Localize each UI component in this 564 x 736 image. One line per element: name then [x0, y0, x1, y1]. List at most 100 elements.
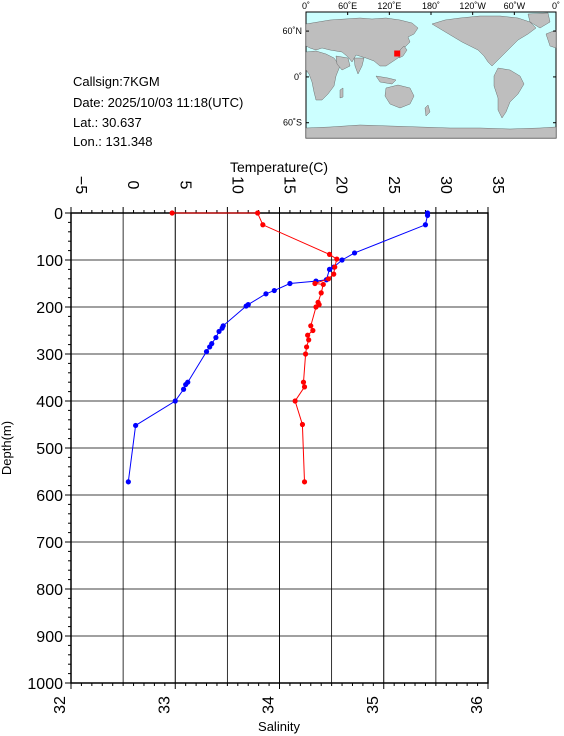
salinity-data-point — [260, 222, 266, 228]
temperature-data-point — [424, 212, 431, 218]
depth-tick-label: 700 — [36, 535, 63, 552]
salinity-data-point — [334, 256, 340, 262]
salinity-tick-label: 36 — [469, 696, 486, 714]
map-latitude-labels: 60˚N 0˚ 60˚S — [282, 26, 302, 128]
temperature-data-point — [243, 303, 249, 309]
salinity-axis-label: Salinity — [258, 719, 300, 734]
temperature-tick-label: 10 — [228, 176, 245, 194]
temperature-data-point — [219, 325, 225, 331]
temperature-tick-label: 20 — [333, 176, 350, 194]
temperature-data-point — [326, 266, 333, 272]
map-longitude-label: 60˚W — [504, 1, 526, 11]
salinity-data-point — [306, 337, 312, 343]
salinity-tick-label: 35 — [365, 696, 382, 714]
salinity-data-point — [299, 421, 306, 428]
station-marker — [394, 50, 401, 57]
map-latitude-label: 60˚N — [282, 26, 302, 36]
land-japan — [398, 45, 408, 59]
depth-tick-labels: 0 100 200 300 400 500 600 700 800 900 1000 — [27, 206, 63, 693]
temperature-data-point — [351, 250, 358, 256]
map-longitude-label: 0˚ — [552, 1, 560, 11]
land-arabia — [335, 55, 351, 71]
map-longitude-label: 120˚E — [377, 1, 401, 11]
depth-tick-label: 500 — [36, 441, 63, 458]
salinity-data-point — [301, 384, 308, 390]
land-australia — [384, 84, 415, 109]
depth-tick-label: 300 — [36, 347, 63, 364]
land-india — [353, 57, 365, 75]
latitude-text: Lat.: 30.637 — [73, 115, 142, 130]
salinity-profile-line — [172, 212, 338, 482]
callsign-text: Callsign:7KGM — [73, 74, 160, 89]
salinity-data-point — [318, 290, 324, 296]
temperature-profile-line — [127, 213, 428, 482]
salinity-tick-label: 34 — [261, 696, 278, 714]
longitude-text: Lon.: 131.348 — [73, 134, 153, 149]
salinity-data-point — [326, 251, 333, 257]
temperature-tick-label: 25 — [385, 176, 402, 194]
world-map: 0˚ 60˚E 120˚E 180˚ 120˚W 60˚W 0˚ 60˚N 0˚ 60˚S — [282, 1, 560, 139]
salinity-data-point — [308, 323, 314, 329]
salinity-data-point — [312, 280, 318, 287]
temperature-data-point — [271, 287, 277, 294]
depth-tick-label: 800 — [36, 582, 63, 599]
land-antarctica — [305, 124, 557, 139]
temperature-tick-label: 15 — [281, 176, 298, 194]
salinity-tick-label: 32 — [52, 696, 69, 714]
land-greenland — [527, 12, 551, 29]
profile-chart: −5 0 5 10 15 20 25 30 35 32 33 34 35 36 0 100 200 300 40… — [0, 159, 506, 734]
depth-tick-label: 200 — [36, 300, 63, 317]
map-longitude-label: 120˚W — [459, 1, 486, 11]
map-longitude-label: 60˚E — [338, 1, 357, 11]
temperature-data-point — [183, 381, 189, 388]
temperature-data-point — [133, 422, 139, 429]
depth-axis-label: Depth(m) — [0, 421, 14, 475]
temperature-axis-label: Temperature(C) — [230, 159, 328, 175]
temperature-tick-label: 0 — [124, 181, 141, 190]
salinity-tick-labels: 32 33 34 35 36 — [52, 696, 486, 714]
land-indonesia — [375, 75, 397, 85]
map-latitude-label: 0˚ — [294, 72, 302, 82]
salinity-data-point — [255, 210, 261, 216]
map-longitude-label: 180˚ — [422, 1, 440, 11]
plot-frame — [70, 212, 489, 684]
map-frame-ticks — [305, 12, 557, 124]
salinity-data-point — [305, 332, 311, 338]
map-latitude-label: 60˚S — [283, 118, 302, 128]
depth-tick-label: 0 — [54, 206, 63, 223]
temperature-tick-labels: −5 0 5 10 15 20 25 30 35 — [72, 176, 506, 194]
depth-tick-label: 1000 — [27, 676, 63, 693]
salinity-data-point — [320, 281, 326, 288]
salinity-data-point — [313, 304, 319, 310]
temperature-data-point — [213, 334, 219, 341]
temperature-data-point — [422, 222, 429, 228]
salinity-tick-label: 33 — [156, 696, 173, 714]
land-new-zealand — [424, 104, 431, 117]
temperature-data-point — [216, 328, 222, 335]
land-north-america — [431, 15, 537, 67]
salinity-data-point — [332, 264, 338, 270]
map-longitude-label: 0˚ — [302, 1, 310, 11]
temperature-tick-label: 30 — [437, 176, 454, 194]
temperature-data-point — [172, 398, 178, 404]
salinity-data-point — [304, 344, 310, 350]
salinity-data-point — [302, 351, 309, 357]
temperature-data-point — [339, 257, 345, 263]
map-longitude-labels: 0˚ 60˚E 120˚E 180˚ 120˚W 60˚W 0˚ — [302, 1, 560, 11]
date-text: Date: 2025/10/03 11:18(UTC) — [73, 95, 243, 110]
temperature-data-point — [207, 344, 213, 350]
land-africa — [305, 50, 341, 101]
temperature-tick-label: −5 — [72, 176, 89, 194]
temperature-tick-label: 5 — [176, 181, 193, 190]
temperature-data-point — [203, 349, 210, 355]
chart-grid — [70, 212, 489, 684]
salinity-data-point — [169, 210, 175, 216]
land-madagascar — [339, 87, 344, 99]
salinity-data-point — [300, 379, 307, 385]
temperature-tick-label: 35 — [489, 176, 506, 194]
salinity-data-point — [310, 327, 316, 334]
station-info: Callsign:7KGM Date: 2025/10/03 11:18(UTC… — [73, 74, 243, 149]
depth-tick-label: 400 — [36, 394, 63, 411]
salinity-data-point — [331, 271, 337, 277]
